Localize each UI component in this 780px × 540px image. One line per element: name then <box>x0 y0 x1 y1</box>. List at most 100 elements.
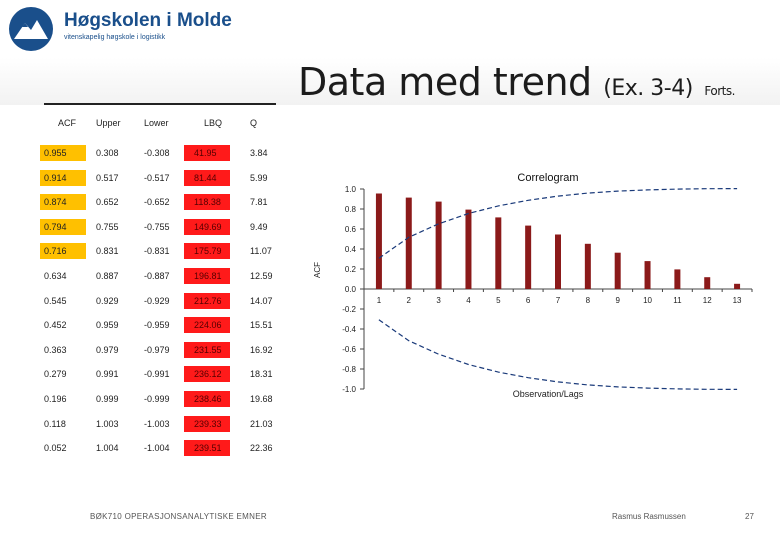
org-name: Høgskolen i Molde <box>64 10 232 31</box>
y-tick-label: -0.4 <box>342 325 356 334</box>
table-cell-q: 9.49 <box>250 221 268 232</box>
table-header-q: Q <box>250 118 258 128</box>
table-cell-acf: 0.363 <box>44 344 67 355</box>
table-row: 0.716 0.831 -0.831 175.79 11.07 <box>40 243 284 260</box>
acf-highlight <box>40 145 86 161</box>
x-axis-label: Observation/Lags <box>513 389 584 399</box>
acf-bar <box>375 193 382 289</box>
lbq-highlight <box>184 341 230 358</box>
table-cell-acf: 0.279 <box>44 369 67 380</box>
x-tick-label: 1 <box>377 296 382 305</box>
table-cell-lower: -0.831 <box>144 246 170 257</box>
table-cell-lbq: 231.55 <box>194 344 222 355</box>
acf-bar <box>495 217 502 289</box>
table-row: 0.874 0.652 -0.652 118.38 7.81 <box>40 194 284 211</box>
table-row: 0.634 0.887 -0.887 196.81 12.59 <box>44 268 284 284</box>
y-tick-label: -0.2 <box>342 305 356 314</box>
table-cell-q: 12.59 <box>250 271 273 281</box>
acf-bar <box>674 269 681 289</box>
table-cell-q: 5.99 <box>250 172 268 183</box>
mountain-logo-icon <box>9 7 53 51</box>
acf-bar <box>525 225 532 289</box>
table-cell-acf: 0.914 <box>44 172 67 183</box>
table-cell-acf: 0.196 <box>44 394 67 404</box>
table-cell-lower: -0.929 <box>144 295 170 306</box>
table-row: 0.196 0.999 -0.999 238.46 19.68 <box>44 391 284 407</box>
table-cell-lbq: 212.76 <box>194 295 222 306</box>
x-tick-label: 13 <box>733 296 742 305</box>
table-cell-lower: -0.959 <box>144 320 170 331</box>
table-cell-lbq: 224.06 <box>194 320 222 331</box>
y-tick-label: 0.8 <box>345 205 357 214</box>
x-tick-label: 3 <box>436 296 441 305</box>
acf-bar <box>644 261 651 289</box>
table-cell-lower: -1.003 <box>144 418 170 429</box>
table-cell-q: 3.84 <box>250 148 268 158</box>
table-cell-lbq: 41.95 <box>194 148 217 158</box>
y-tick-label: 0.4 <box>345 245 357 254</box>
table-cell-lower: -1.004 <box>144 443 170 454</box>
slide-header: Høgskolen i Molde vitenskapelig høgskole… <box>0 0 780 105</box>
lower-bound-line <box>378 319 738 390</box>
table-cell-q: 19.68 <box>250 394 273 404</box>
lbq-highlight <box>184 243 230 260</box>
acf-bar <box>584 243 591 289</box>
table-cell-lbq: 239.51 <box>194 443 222 454</box>
y-tick-label: 0.0 <box>345 285 357 294</box>
table-cell-lower: -0.517 <box>144 172 170 183</box>
table-cell-upper: 0.652 <box>96 197 119 208</box>
lbq-highlight <box>184 218 230 235</box>
table-cell-acf: 0.545 <box>44 295 67 306</box>
acf-bar <box>614 252 621 289</box>
acf-highlight <box>40 243 86 260</box>
table-cell-acf: 0.118 <box>44 418 66 429</box>
table-row: 0.955 0.308 -0.308 41.95 3.84 <box>40 145 284 161</box>
table-row: 0.363 0.979 -0.979 231.55 16.92 <box>44 341 284 358</box>
lbq-highlight <box>184 292 230 309</box>
table-cell-lower: -0.999 <box>144 394 170 404</box>
lbq-highlight <box>184 194 230 211</box>
x-tick-label: 11 <box>673 296 682 305</box>
table-cell-upper: 0.991 <box>96 369 119 380</box>
lbq-highlight <box>184 145 230 161</box>
table-cell-lbq: 175.79 <box>194 246 222 257</box>
lbq-highlight <box>184 169 230 186</box>
table-cell-lower: -0.308 <box>144 148 170 158</box>
table-cell-upper: 0.517 <box>96 172 119 183</box>
table-cell-lower: -0.652 <box>144 197 170 208</box>
slide-title: Data med trend (Ex. 3-4) Forts. <box>298 60 735 104</box>
table-cell-lbq: 239.33 <box>194 418 222 429</box>
lbq-highlight <box>184 391 230 407</box>
table-cell-acf: 0.716 <box>44 246 67 257</box>
table-cell-upper: 0.887 <box>96 271 119 281</box>
acf-bar <box>465 209 472 289</box>
table-cell-acf: 0.452 <box>44 320 67 331</box>
table-cell-upper: 0.308 <box>96 148 119 158</box>
acf-bar <box>405 197 412 289</box>
x-tick-label: 7 <box>556 296 561 305</box>
table-cell-upper: 0.959 <box>96 320 119 331</box>
table-cell-acf: 0.052 <box>44 443 67 454</box>
org-tagline: vitenskapelig høgskole i logistikk <box>64 34 166 41</box>
acf-bar <box>704 277 711 289</box>
table-cell-acf: 0.794 <box>44 221 67 232</box>
acf-highlight <box>40 169 86 186</box>
table-cell-lbq: 118.38 <box>194 197 221 208</box>
table-cell-lbq: 236.12 <box>194 369 222 380</box>
lbq-highlight <box>184 317 230 334</box>
table-row: 0.914 0.517 -0.517 81.44 5.99 <box>40 169 284 186</box>
lbq-highlight <box>184 268 230 284</box>
lbq-highlight <box>184 366 230 383</box>
table-cell-upper: 0.999 <box>96 394 119 404</box>
table-cell-q: 16.92 <box>250 344 273 355</box>
table-cell-upper: 0.755 <box>96 221 119 232</box>
chart-title: Correlogram <box>517 172 578 184</box>
acf-bar <box>435 201 442 289</box>
table-cell-lower: -0.991 <box>144 369 170 380</box>
title-divider <box>44 103 276 105</box>
lbq-highlight <box>184 440 230 457</box>
y-tick-label: 0.6 <box>345 225 357 234</box>
acf-highlight <box>40 194 86 211</box>
table-cell-lower: -0.755 <box>144 221 170 232</box>
table-cell-q: 22.36 <box>250 443 273 454</box>
